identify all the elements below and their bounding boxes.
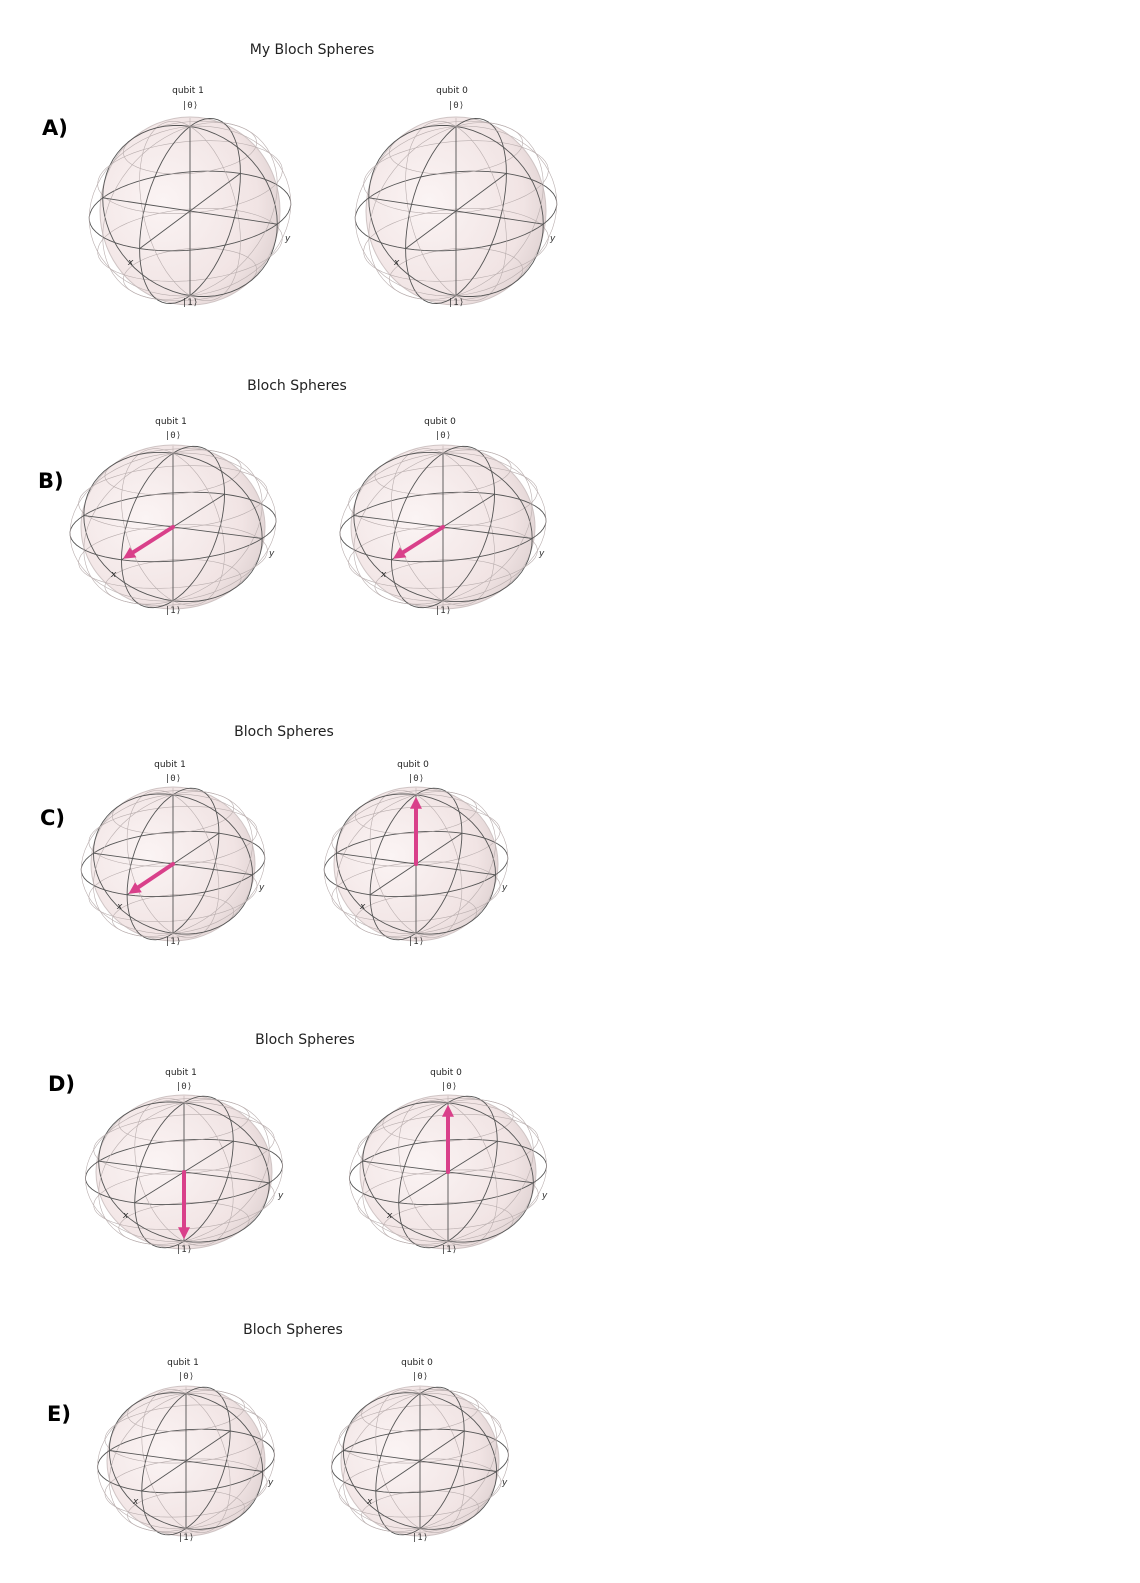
ket-one-label: |1⟩ xyxy=(175,1245,193,1255)
bloch-sphere xyxy=(339,444,547,610)
qubit-title: qubit 1 xyxy=(154,760,186,770)
qubit-title: qubit 1 xyxy=(165,1068,197,1078)
ket-zero-label: |0⟩ xyxy=(164,774,182,784)
x-axis-label: x xyxy=(133,1497,139,1507)
panel-d: D) Bloch Spheres qubit 1 |0⟩ |1⟩ x y qub… xyxy=(0,0,620,1270)
state-vector xyxy=(401,525,445,555)
ket-zero-label: |0⟩ xyxy=(447,101,465,111)
ket-zero-label: |0⟩ xyxy=(177,1372,195,1382)
ket-one-label: |1⟩ xyxy=(164,937,182,947)
y-axis-label: y xyxy=(268,1478,274,1488)
state-vector-arrowhead xyxy=(178,1227,190,1240)
bloch-sphere xyxy=(331,1385,509,1537)
panel-b: B) Bloch Spheres qubit 1 |0⟩ |1⟩ x y qub… xyxy=(0,0,620,660)
bloch-sphere xyxy=(97,1385,275,1537)
state-vector-arrowhead xyxy=(442,1104,454,1117)
ket-one-label: |1⟩ xyxy=(177,1533,195,1543)
ket-zero-label: |0⟩ xyxy=(164,431,182,441)
ket-one-label: |1⟩ xyxy=(440,1245,458,1255)
ket-zero-label: |0⟩ xyxy=(407,774,425,784)
panel-letter: A) xyxy=(42,116,68,140)
qubit-title: qubit 0 xyxy=(424,417,456,427)
panel-e: E) Bloch Spheres qubit 1 |0⟩ |1⟩ x y qub… xyxy=(47,1322,509,1543)
x-axis-label: x xyxy=(117,902,123,912)
bloch-sphere xyxy=(349,1094,547,1250)
bloch-sphere xyxy=(323,786,509,942)
qubit-title: qubit 0 xyxy=(436,86,468,96)
y-axis-label: y xyxy=(259,883,265,893)
qubit-title: qubit 1 xyxy=(167,1358,199,1368)
panel-letter: D) xyxy=(48,1072,76,1096)
x-axis-label: x xyxy=(387,1211,393,1221)
panel-a: A) My Bloch Spheres qubit 1 |0⟩ |1⟩ x y … xyxy=(0,0,620,330)
ket-one-label: |1⟩ xyxy=(434,606,452,616)
state-vector-arrowhead xyxy=(393,547,407,559)
x-axis-label: x xyxy=(381,570,387,580)
ket-zero-label: |0⟩ xyxy=(181,101,199,111)
qubit-title: qubit 0 xyxy=(397,760,429,770)
y-axis-label: y xyxy=(502,1478,508,1488)
bloch-sphere xyxy=(69,444,277,610)
y-axis-label: y xyxy=(539,549,545,559)
x-axis-label: x xyxy=(360,902,366,912)
panel-letter: C) xyxy=(40,806,66,830)
bloch-sphere xyxy=(80,786,266,942)
bloch-sphere xyxy=(354,116,558,306)
x-axis-label: x xyxy=(367,1497,373,1507)
qubit-title: qubit 1 xyxy=(155,417,187,427)
ket-one-label: |1⟩ xyxy=(407,937,425,947)
y-axis-label: y xyxy=(542,1191,548,1201)
panel-c: C) Bloch Spheres qubit 1 |0⟩ |1⟩ x y qub… xyxy=(0,0,620,960)
qubit-title: qubit 1 xyxy=(172,86,204,96)
ket-zero-label: |0⟩ xyxy=(175,1082,193,1092)
panel-title: Bloch Spheres xyxy=(234,724,334,740)
state-vector-arrowhead xyxy=(410,796,422,809)
bloch-sphere xyxy=(85,1094,283,1250)
y-axis-label: y xyxy=(550,234,556,244)
x-axis-label: x xyxy=(123,1211,129,1221)
panel-title: Bloch Spheres xyxy=(247,378,347,394)
panel-letter: B) xyxy=(38,469,64,493)
x-axis-label: x xyxy=(128,258,134,268)
ket-one-label: |1⟩ xyxy=(164,606,182,616)
bloch-sphere xyxy=(88,116,292,306)
y-axis-label: y xyxy=(278,1191,284,1201)
ket-zero-label: |0⟩ xyxy=(440,1082,458,1092)
panel-letter: E) xyxy=(47,1402,71,1426)
longitude-line xyxy=(98,1099,270,1245)
state-vector xyxy=(136,862,175,890)
x-axis-label: x xyxy=(394,258,400,268)
panel-title: Bloch Spheres xyxy=(243,1322,343,1338)
state-vector-arrowhead xyxy=(123,547,137,559)
panel-title: Bloch Spheres xyxy=(255,1032,355,1048)
x-axis-label: x xyxy=(111,570,117,580)
ket-zero-label: |0⟩ xyxy=(411,1372,429,1382)
panel-title: My Bloch Spheres xyxy=(249,42,375,58)
y-axis-label: y xyxy=(269,549,275,559)
ket-one-label: |1⟩ xyxy=(411,1533,429,1543)
state-vector-arrowhead xyxy=(128,882,142,894)
qubit-title: qubit 0 xyxy=(430,1068,462,1078)
qubit-title: qubit 0 xyxy=(401,1358,433,1368)
longitude-line xyxy=(362,1099,534,1245)
ket-zero-label: |0⟩ xyxy=(434,431,452,441)
y-axis-label: y xyxy=(502,883,508,893)
ket-one-label: |1⟩ xyxy=(447,298,465,308)
y-axis-label: y xyxy=(285,234,291,244)
ket-one-label: |1⟩ xyxy=(181,298,199,308)
state-vector xyxy=(131,525,175,555)
